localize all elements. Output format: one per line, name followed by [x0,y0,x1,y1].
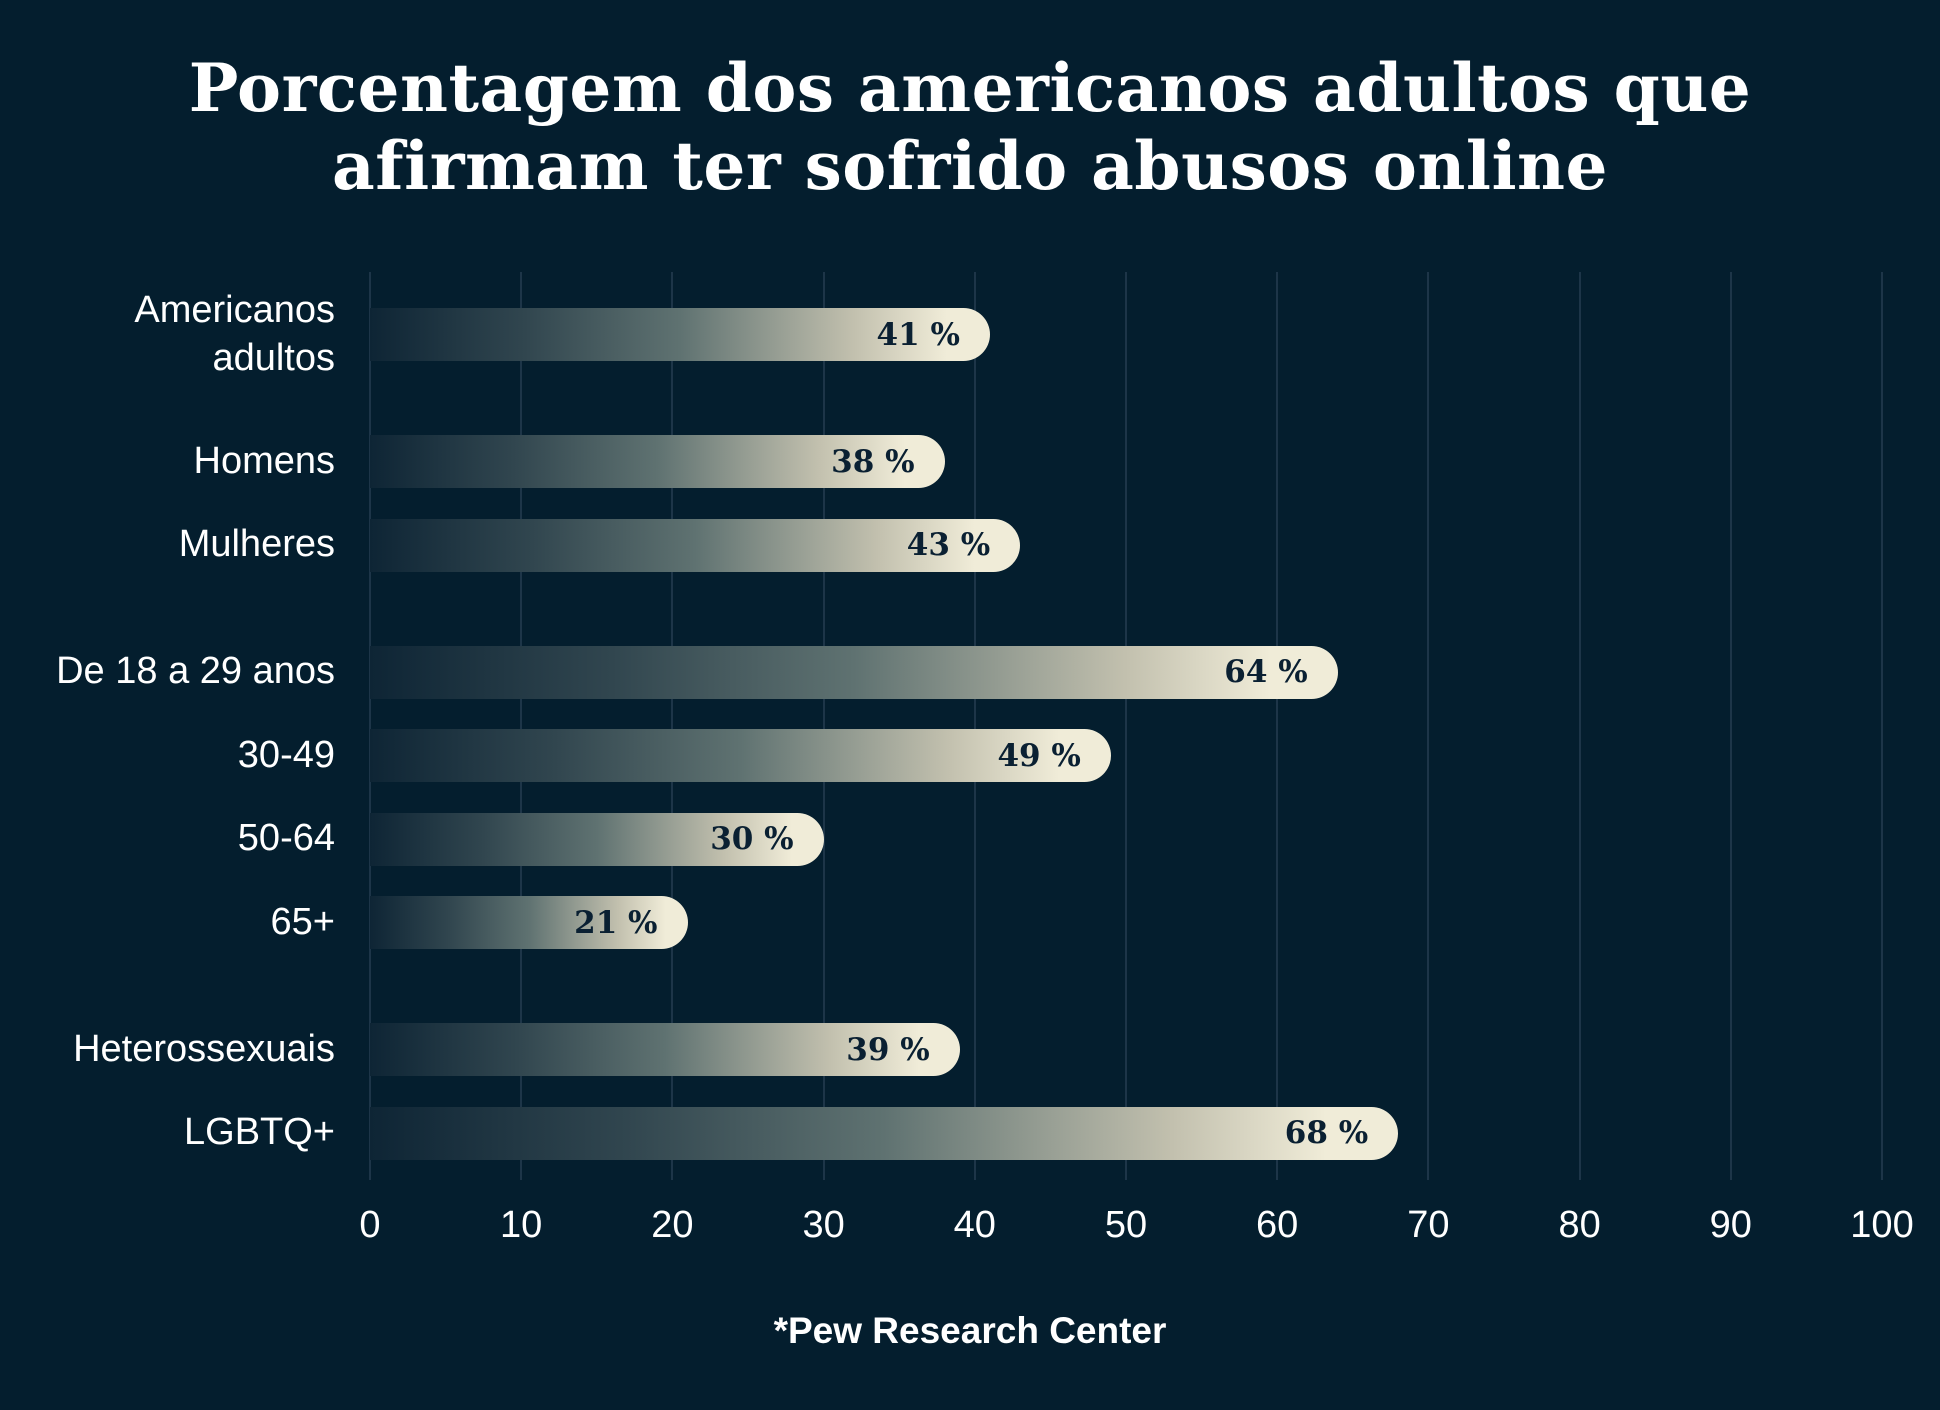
bar-value-label: 43 % [907,527,990,563]
bar-0: 41 % [370,308,990,361]
gridline-70 [1427,272,1429,1180]
category-label-6: 65+ [35,896,335,949]
gridline-100 [1881,272,1883,1180]
gridline-80 [1579,272,1581,1180]
bar-value-label: 38 % [831,444,914,480]
gridline-50 [1125,272,1127,1180]
x-tick-label-30: 30 [802,1204,844,1247]
bar-value-label: 41 % [877,317,960,353]
bar-value-label: 30 % [710,821,793,857]
bar-value-label: 49 % [997,738,1080,774]
gridline-40 [974,272,976,1180]
x-tick-label-40: 40 [954,1204,996,1247]
bar-4: 49 % [370,729,1111,782]
chart-title: Porcentagem dos americanos adultos que a… [0,50,1940,206]
category-label-5: 50-64 [35,813,335,866]
category-label-3: De 18 a 29 anos [35,646,335,699]
gridline-90 [1730,272,1732,1180]
x-tick-label-10: 10 [500,1204,542,1247]
bar-5: 30 % [370,813,824,866]
bar-3: 64 % [370,646,1338,699]
x-tick-label-20: 20 [651,1204,693,1247]
bar-value-label: 21 % [574,905,657,941]
source-note: *Pew Research Center [0,1310,1940,1352]
x-tick-label-90: 90 [1710,1204,1752,1247]
bar-value-label: 64 % [1224,654,1307,690]
bar-value-label: 68 % [1285,1115,1368,1151]
category-label-7: Heterossexuais [35,1023,335,1076]
x-tick-label-50: 50 [1105,1204,1147,1247]
x-tick-label-60: 60 [1256,1204,1298,1247]
bar-value-label: 39 % [846,1032,929,1068]
chart-title-line1: Porcentagem dos americanos adultos que [189,49,1752,127]
x-tick-label-100: 100 [1850,1204,1913,1247]
x-tick-label-70: 70 [1407,1204,1449,1247]
chart-canvas: Porcentagem dos americanos adultos que a… [0,0,1940,1410]
category-label-1: Homens [35,435,335,488]
plot-area: 41 % 38 % 43 % 64 % 49 % 30 % 21 % 39 % 68 % [370,272,1882,1180]
bar-2: 43 % [370,519,1020,572]
category-label-8: LGBTQ+ [35,1107,335,1160]
category-label-0: Americanos adultos [35,308,335,361]
x-tick-label-0: 0 [359,1204,380,1247]
bar-7: 39 % [370,1023,960,1076]
bar-6: 21 % [370,896,688,949]
bar-1: 38 % [370,435,945,488]
x-tick-label-80: 80 [1558,1204,1600,1247]
bar-8: 68 % [370,1107,1398,1160]
category-label-2: Mulheres [35,519,335,572]
category-label-4: 30-49 [35,729,335,782]
gridline-60 [1276,272,1278,1180]
chart-title-line2: afirmam ter sofrido abusos online [332,127,1608,205]
